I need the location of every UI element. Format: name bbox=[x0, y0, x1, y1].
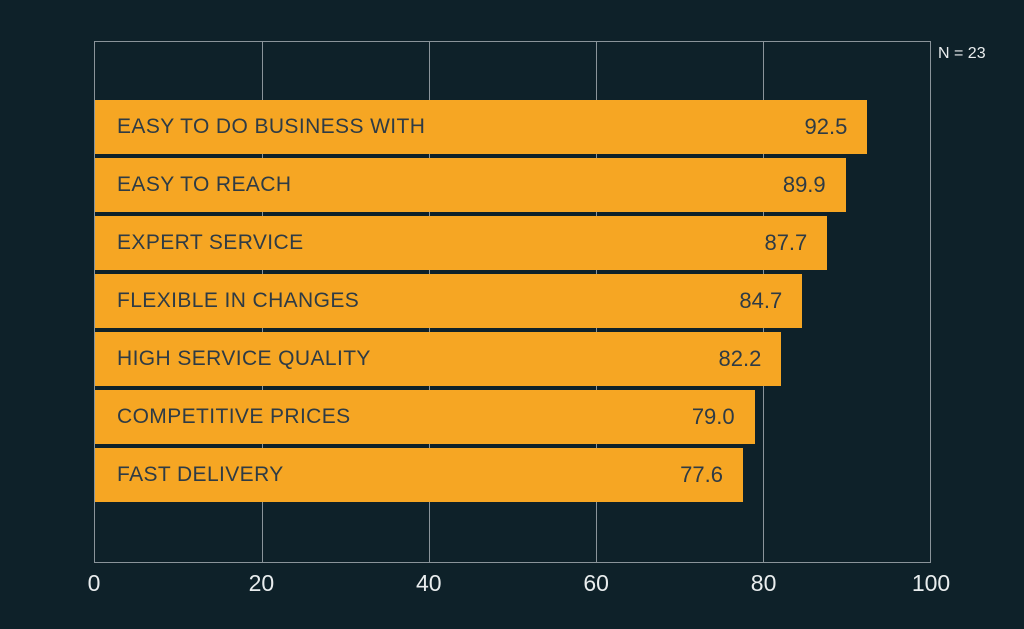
bar-value-label: 87.7 bbox=[764, 230, 808, 255]
bar-value-label: 79.0 bbox=[691, 404, 735, 429]
bar-value-label: 92.5 bbox=[804, 114, 848, 139]
bar-category-label: EASY TO REACH bbox=[117, 173, 292, 196]
bar-value-label: 89.9 bbox=[782, 172, 826, 197]
bar-row: EASY TO DO BUSINESS WITH 92.5 bbox=[95, 100, 868, 154]
bar-category-label: EXPERT SERVICE bbox=[117, 231, 304, 254]
bar-category-label: EASY TO DO BUSINESS WITH bbox=[117, 115, 426, 138]
x-tick-label-20: 20 bbox=[248, 570, 275, 596]
x-tick-label-80: 80 bbox=[750, 570, 777, 596]
bar-category-label: COMPETITIVE PRICES bbox=[117, 405, 351, 428]
bar-category-label: FAST DELIVERY bbox=[117, 463, 284, 486]
x-tick-label-0: 0 bbox=[87, 570, 101, 596]
bar-value-label: 77.6 bbox=[680, 462, 723, 487]
bar-row: FLEXIBLE IN CHANGES 84.7 bbox=[95, 274, 803, 328]
bar-category-label: FLEXIBLE IN CHANGES bbox=[117, 289, 360, 312]
plot-area: EASY TO DO BUSINESS WITH 92.5 EASY TO REAC… bbox=[94, 41, 931, 563]
bar-row: COMPETITIVE PRICES 79.0 bbox=[95, 390, 755, 444]
sample-size-label: N = 23 bbox=[938, 45, 986, 62]
bar-row: FAST DELIVERY 77.6 bbox=[95, 448, 743, 502]
bar-row: EXPERT SERVICE 87.7 bbox=[95, 216, 828, 270]
bar-value-label: 82.2 bbox=[718, 346, 762, 371]
bar-category-label: HIGH SERVICE QUALITY bbox=[117, 347, 371, 370]
x-tick-label-40: 40 bbox=[416, 570, 442, 596]
x-tick-label-100: 100 bbox=[911, 570, 951, 596]
x-tick-label-60: 60 bbox=[583, 570, 609, 596]
x-axis: 0 20 40 60 80 100 bbox=[88, 570, 951, 600]
bar-row: EASY TO REACH 89.9 bbox=[95, 158, 846, 212]
bar-value-label: 84.7 bbox=[739, 288, 783, 313]
bar-row: HIGH SERVICE QUALITY 82.2 bbox=[95, 332, 782, 386]
